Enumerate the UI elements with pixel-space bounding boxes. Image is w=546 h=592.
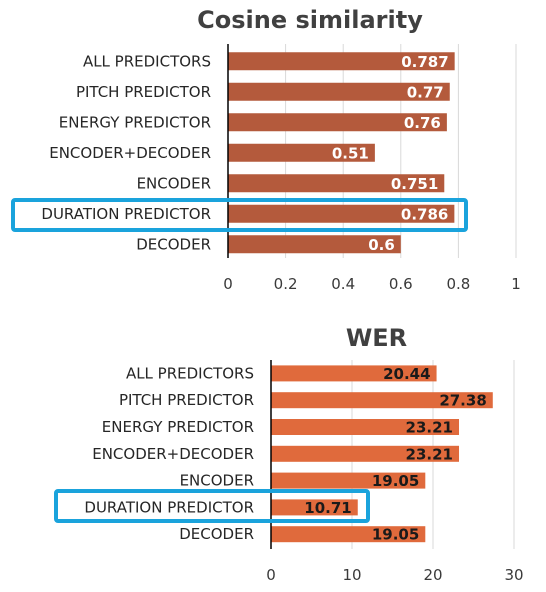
cosine-bar [228, 235, 401, 254]
wer-chart: WER ALL PREDICTORS 20.44 PITCH PREDICTOR 27.… [54, 324, 524, 584]
wer-bar [271, 419, 460, 435]
wer-category-label: ENCODER+DECODER [92, 445, 254, 463]
wer-data-label: 20.44 [383, 365, 430, 383]
cosine-data-label: 0.77 [407, 83, 444, 101]
cosine-tick-label: 1 [511, 275, 521, 293]
cosine-data-label: 0.751 [391, 175, 438, 193]
cosine-tick-label: 0.8 [446, 275, 470, 293]
cosine-tick-label: 0.2 [274, 275, 298, 293]
wer-data-label: 19.05 [372, 472, 419, 490]
wer-tick-label: 10 [342, 566, 361, 584]
cosine-tick-label: 0 [223, 275, 233, 293]
wer-category-label: DECODER [179, 525, 254, 543]
cosine-tick-label: 0.4 [331, 275, 355, 293]
wer-bar [271, 499, 358, 516]
wer-bar [271, 365, 437, 382]
cosine-highlight-box [11, 198, 468, 232]
wer-bar [271, 472, 426, 489]
cosine-category-label: PITCH PREDICTOR [76, 83, 211, 101]
cosine-bar [228, 174, 445, 193]
cosine-bar [228, 52, 455, 71]
wer-category-label: ALL PREDICTORS [126, 364, 254, 382]
cosine-tick-label: 0.6 [389, 275, 413, 293]
cosine-category-label: ENCODER [137, 174, 211, 192]
cosine-bar [228, 143, 375, 162]
wer-tick-label: 30 [504, 566, 523, 584]
cosine-data-label: 0.51 [332, 144, 369, 162]
wer-data-label: 23.21 [406, 445, 453, 463]
wer-data-label: 27.38 [439, 392, 486, 410]
cosine-category-label: ENERGY PREDICTOR [59, 113, 211, 131]
wer-category-label: DURATION PREDICTOR [84, 498, 254, 516]
wer-data-label: 10.71 [304, 499, 351, 517]
wer-category-label: PITCH PREDICTOR [119, 391, 254, 409]
cosine-data-label: 0.76 [404, 114, 441, 132]
cosine-category-label: DURATION PREDICTOR [41, 205, 211, 223]
wer-data-label: 23.21 [406, 419, 453, 437]
cosine-data-label: 0.787 [401, 53, 448, 71]
wer-bar [271, 445, 460, 462]
cosine-bar [228, 204, 455, 223]
cosine-category-label: ENCODER+DECODER [49, 144, 211, 162]
wer-bar [271, 526, 426, 543]
wer-chart-title: WER [346, 324, 407, 352]
wer-category-label: ENERGY PREDICTOR [102, 418, 254, 436]
cosine-category-label: ALL PREDICTORS [83, 52, 211, 70]
wer-tick-label: 20 [423, 566, 442, 584]
cosine-chart: Cosine similarity ALL PREDICTORS 0.787 PITC… [11, 6, 521, 293]
cosine-bar [228, 82, 450, 101]
wer-highlight-box [54, 489, 370, 523]
wer-tick-label: 0 [266, 566, 276, 584]
cosine-bar [228, 113, 447, 132]
cosine-data-label: 0.786 [401, 205, 448, 223]
cosine-data-label: 0.6 [368, 236, 395, 254]
cosine-category-label: DECODER [136, 235, 211, 253]
wer-data-label: 19.05 [372, 526, 419, 544]
wer-bar [271, 392, 493, 409]
cosine-chart-title: Cosine similarity [197, 6, 423, 34]
wer-category-label: ENCODER [180, 472, 254, 490]
